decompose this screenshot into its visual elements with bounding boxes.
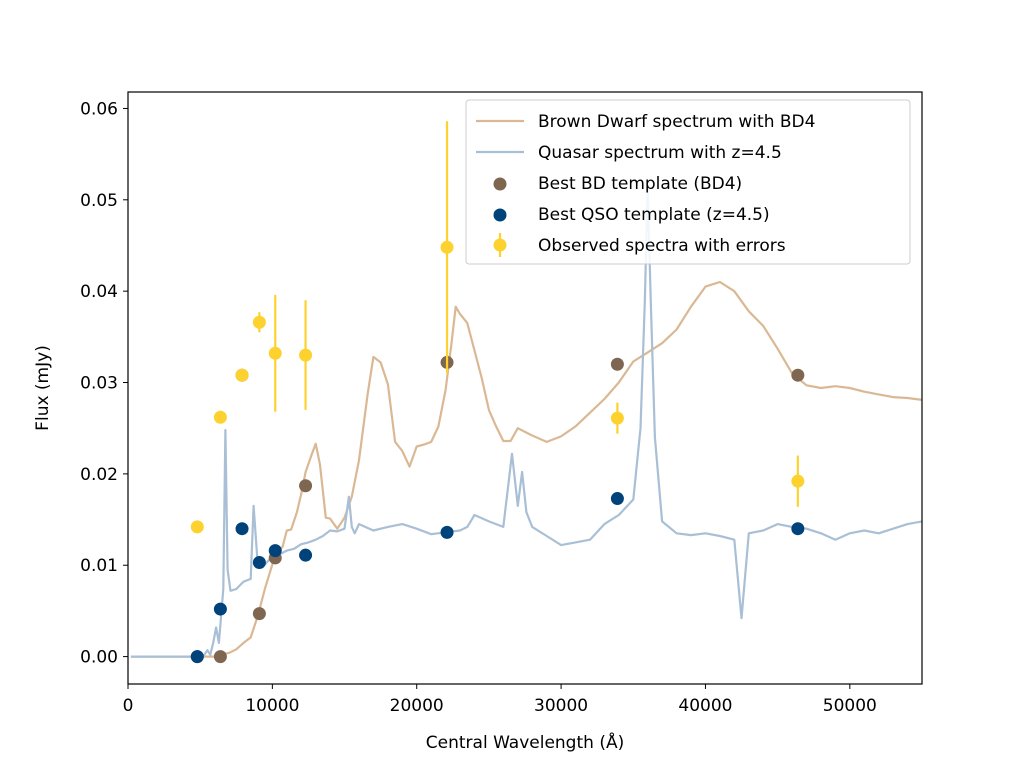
legend: Brown Dwarf spectrum with BD4 Quasar spec…: [465, 99, 911, 265]
point-best-qso-template-z-4-5: [252, 555, 266, 569]
point-observed-spectra-with-errors: [235, 368, 249, 382]
x-axis: 0 10000 20000 30000 40000 50000: [123, 684, 877, 716]
legend-label: Observed spectra with errors: [538, 236, 786, 256]
point-best-bd-template-bd4: [299, 479, 313, 493]
x-tick-label: 20000: [390, 696, 444, 716]
point-observed-spectra-with-errors: [190, 520, 204, 534]
point-best-qso-template-z-4-5: [610, 492, 624, 506]
legend-label: Quasar spectrum with z=4.5: [538, 143, 782, 163]
point-best-qso-template-z-4-5: [190, 650, 204, 664]
legend-item-brown-dwarf-spectrum-with-bd4: Brown Dwarf spectrum with BD4: [476, 112, 815, 132]
y-axis-label: Flux (mJy): [33, 345, 53, 431]
point-best-qso-template-z-4-5: [213, 602, 227, 616]
legend-item-best-bd-template-bd4: Best BD template (BD4): [493, 174, 742, 194]
x-tick-label: 30000: [534, 696, 588, 716]
legend-swatch: [493, 238, 507, 252]
x-tick-label: 40000: [678, 696, 732, 716]
point-best-bd-template-bd4: [610, 357, 624, 371]
legend-item-quasar-spectrum-with-z-4-5: Quasar spectrum with z=4.5: [476, 143, 782, 163]
y-tick-label: 0.00: [80, 648, 118, 668]
y-tick-label: 0.04: [80, 282, 118, 302]
y-tick-label: 0.03: [80, 374, 118, 394]
series-markers: [190, 121, 805, 664]
point-best-bd-template-bd4: [791, 368, 805, 382]
point-observed-spectra-with-errors: [268, 346, 282, 360]
point-observed-spectra-with-errors: [440, 240, 454, 254]
plot-area-frame: [127, 91, 923, 685]
legend-item-best-qso-template-z-4-5: Best QSO template (z=4.5): [493, 205, 770, 225]
point-observed-spectra-with-errors: [252, 315, 266, 329]
legend-swatch: [493, 208, 507, 222]
point-best-qso-template-z-4-5: [791, 522, 805, 536]
legend-item-observed-spectra-with-errors: Observed spectra with errors: [493, 233, 786, 257]
legend-box: [465, 99, 911, 265]
legend-swatch: [493, 177, 507, 191]
legend-label: Best QSO template (z=4.5): [538, 205, 770, 225]
point-observed-spectra-with-errors: [213, 410, 227, 424]
y-tick-label: 0.02: [80, 465, 118, 485]
x-tick-label: 10000: [245, 696, 299, 716]
point-best-qso-template-z-4-5: [235, 522, 249, 536]
point-observed-spectra-with-errors: [791, 474, 805, 488]
point-best-qso-template-z-4-5: [299, 548, 313, 562]
y-axis: 0.00 0.01 0.02 0.03 0.04 0.05 0.06: [80, 99, 128, 668]
x-tick-label: 50000: [823, 696, 877, 716]
legend-label: Best BD template (BD4): [538, 174, 742, 194]
point-best-bd-template-bd4: [252, 607, 266, 621]
point-observed-spectra-with-errors: [610, 411, 624, 425]
x-axis-label: Central Wavelength (Å): [426, 731, 624, 753]
point-best-qso-template-z-4-5: [440, 525, 454, 539]
y-tick-label: 0.05: [80, 191, 118, 211]
point-best-bd-template-bd4: [213, 650, 227, 664]
series-line-quasar-spectrum-with-z-4-5: [130, 185, 922, 658]
legend-label: Brown Dwarf spectrum with BD4: [538, 112, 815, 132]
y-tick-label: 0.06: [80, 99, 118, 119]
point-best-qso-template-z-4-5: [268, 544, 282, 558]
point-observed-spectra-with-errors: [299, 348, 313, 362]
y-tick-label: 0.01: [80, 556, 118, 576]
x-tick-label: 0: [123, 696, 134, 716]
